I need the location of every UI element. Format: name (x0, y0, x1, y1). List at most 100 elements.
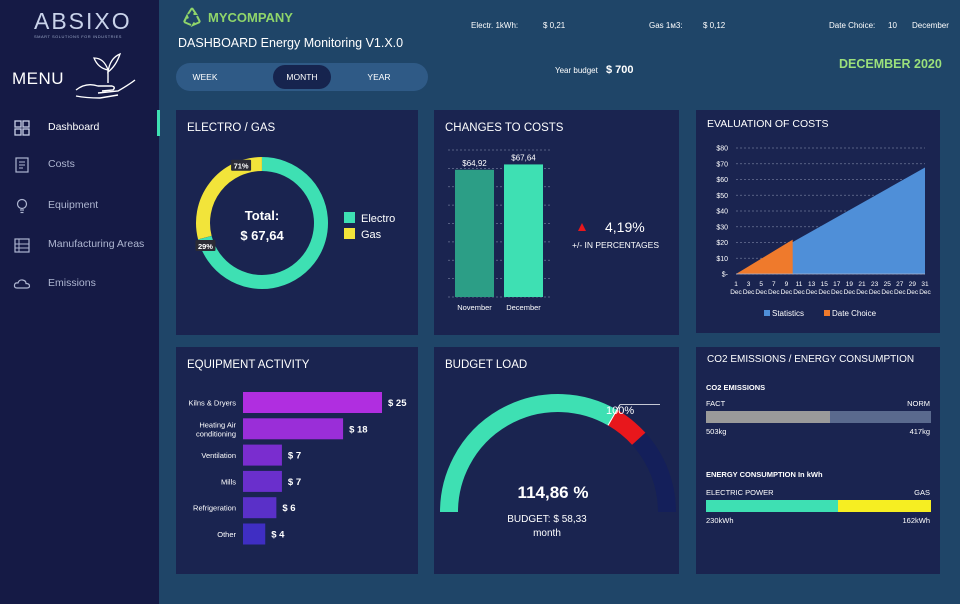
increase-arrow-icon (578, 223, 586, 231)
bar-category-label: November (457, 303, 492, 312)
period-week-button[interactable]: WEEK (192, 72, 218, 82)
x-tick-sublabel: Dec (818, 289, 830, 296)
cloud-icon (13, 279, 31, 289)
building-icon (14, 238, 30, 253)
x-tick-sublabel: Dec (793, 289, 805, 296)
changes-to-costs-card: CHANGES TO COSTS $64,92 November $67,64 Dec… (434, 110, 679, 335)
electro-gas-donut-chart: 71% 29% Total: $ 67,64 Electro Gas (195, 157, 395, 289)
x-tick-label: 15 (821, 281, 829, 288)
sidebar-item-label: Manufacturing Areas (48, 238, 145, 250)
card-title: ELECTRO / GAS (187, 122, 276, 134)
year-budget-value: $ 700 (606, 64, 634, 76)
equipment-bar (243, 444, 282, 466)
x-tick-sublabel: Dec (894, 289, 906, 296)
legend-swatch-date-choice (824, 310, 830, 316)
equipment-bar-chart: $ 25 Kilns & Dryers $ 18 Heating Airconditi… (188, 392, 407, 545)
gas-value: 162kWh (902, 516, 930, 525)
legend-label-date-choice: Date Choice (832, 309, 877, 318)
x-tick-sublabel: Dec (730, 289, 742, 296)
hand-plant-icon (75, 52, 136, 99)
period-year-button[interactable]: YEAR (367, 72, 391, 82)
fact-value: 503kg (706, 427, 727, 436)
card-title: BUDGET LOAD (445, 359, 528, 371)
date-choice-month[interactable]: December (912, 21, 949, 30)
area-date-choice (736, 239, 793, 274)
equipment-bar (243, 418, 344, 440)
co2-energy-card: CO2 EMISSIONS / ENERGY CONSUMPTION CO2 E… (696, 347, 940, 574)
equipment-activity-card: EQUIPMENT ACTIVITY $ 25 Kilns & Dryers $ 1… (176, 347, 418, 574)
energy-bar (706, 500, 931, 512)
y-tick-label: $60 (716, 177, 728, 184)
electro-gas-card: ELECTRO / GAS 71% 29% Total: $ 67,64 Elec… (176, 110, 418, 335)
active-indicator (157, 110, 160, 136)
gas-label: GAS (914, 488, 930, 497)
x-tick-label: 23 (871, 281, 879, 288)
x-tick-sublabel: Dec (831, 289, 843, 296)
x-tick-label: 21 (858, 281, 866, 288)
x-tick-label: 1 (734, 281, 738, 288)
x-tick-sublabel: Dec (768, 289, 780, 296)
changes-bar-chart: $64,92 November $67,64 December 4,19% +/- I… (448, 149, 659, 312)
equipment-bar-value: $ 4 (271, 530, 285, 541)
budget-gauge-chart: 100% 114,86 % BUDGET: $ 58,33 month (440, 394, 676, 539)
energy-consumption-title: ENERGY CONSUMPTION In kWh (706, 470, 823, 479)
equipment-category-label: Kilns & Dryers (188, 399, 236, 408)
fact-label: FACT (706, 399, 726, 408)
date-choice-day[interactable]: 10 (888, 21, 897, 30)
year-budget-label: Year budget (555, 66, 598, 75)
dashboard-grid-icon (14, 120, 30, 136)
legend-label-gas: Gas (361, 229, 382, 241)
electricity-price-label: Electr. 1kWh: (471, 21, 519, 30)
card-title: CO2 EMISSIONS / ENERGY CONSUMPTION (707, 354, 915, 365)
evaluation-area-chart: $-$10$20$30$40$50$60$70$801Dec3Dec5Dec7D… (716, 146, 931, 319)
donut-data-label-box (195, 239, 216, 251)
x-tick-sublabel: Dec (806, 289, 818, 296)
x-tick-label: 13 (808, 281, 816, 288)
bar-category-label: December (506, 303, 541, 312)
x-tick-label: 11 (796, 281, 803, 288)
x-tick-label: 25 (884, 281, 892, 288)
sidebar-item-label: Emissions (48, 277, 96, 289)
x-tick-label: 31 (921, 281, 929, 288)
sidebar-item-equipment[interactable]: Equipment (0, 191, 159, 221)
equipment-category-label: Refrigeration (193, 504, 236, 513)
period-month-button[interactable]: MONTH (273, 65, 331, 89)
equipment-category-label: Heating Air (199, 420, 236, 429)
current-period: DECEMBER 2020 (839, 57, 942, 71)
sidebar-item-dashboard[interactable]: Dashboard (0, 113, 159, 143)
menu-label: MENU (12, 69, 65, 88)
x-tick-sublabel: Dec (907, 289, 919, 296)
period-switch: WEEK MONTH YEAR (176, 63, 428, 91)
electric-power-label: ELECTRIC POWER (706, 488, 774, 497)
donut-total-value: $ 67,64 (240, 228, 284, 243)
gauge-budget-label: BUDGET: $ 58,33 (507, 514, 587, 525)
equipment-bar-value: $ 18 (349, 424, 368, 435)
sidebar-item-manufacturing-areas[interactable]: Manufacturing Areas (0, 230, 159, 260)
change-caption: +/- IN PERCENTAGES (572, 240, 659, 250)
x-tick-sublabel: Dec (844, 289, 856, 296)
gauge-target-marker (607, 404, 621, 426)
y-tick-label: $10 (716, 256, 728, 263)
equipment-bar (243, 470, 282, 492)
receipt-icon (15, 157, 29, 173)
legend-label-statistics: Statistics (772, 309, 804, 318)
x-tick-label: 19 (846, 281, 854, 288)
x-tick-sublabel: Dec (869, 289, 881, 296)
bar-december (504, 164, 543, 297)
x-tick-sublabel: Dec (881, 289, 893, 296)
gas-price-label: Gas 1м3: (649, 21, 683, 30)
x-tick-sublabel: Dec (743, 289, 755, 296)
equipment-bar-value: $ 6 (282, 503, 295, 514)
x-tick-sublabel: Dec (919, 289, 931, 296)
bar-data-label: $64,92 (462, 159, 487, 168)
electric-value: 230kWh (706, 516, 734, 525)
gas-price-value: $ 0,12 (703, 21, 726, 30)
sidebar-item-costs[interactable]: Costs (0, 150, 159, 180)
sidebar-item-label: Equipment (48, 199, 99, 211)
gauge-fill-over-budget (607, 409, 646, 446)
donut-total-label: Total: (245, 208, 279, 223)
sidebar-item-emissions[interactable]: Emissions (0, 269, 159, 299)
y-tick-label: $- (722, 272, 729, 279)
equipment-bar (243, 523, 266, 545)
sidebar-item-label: Dashboard (48, 121, 100, 133)
